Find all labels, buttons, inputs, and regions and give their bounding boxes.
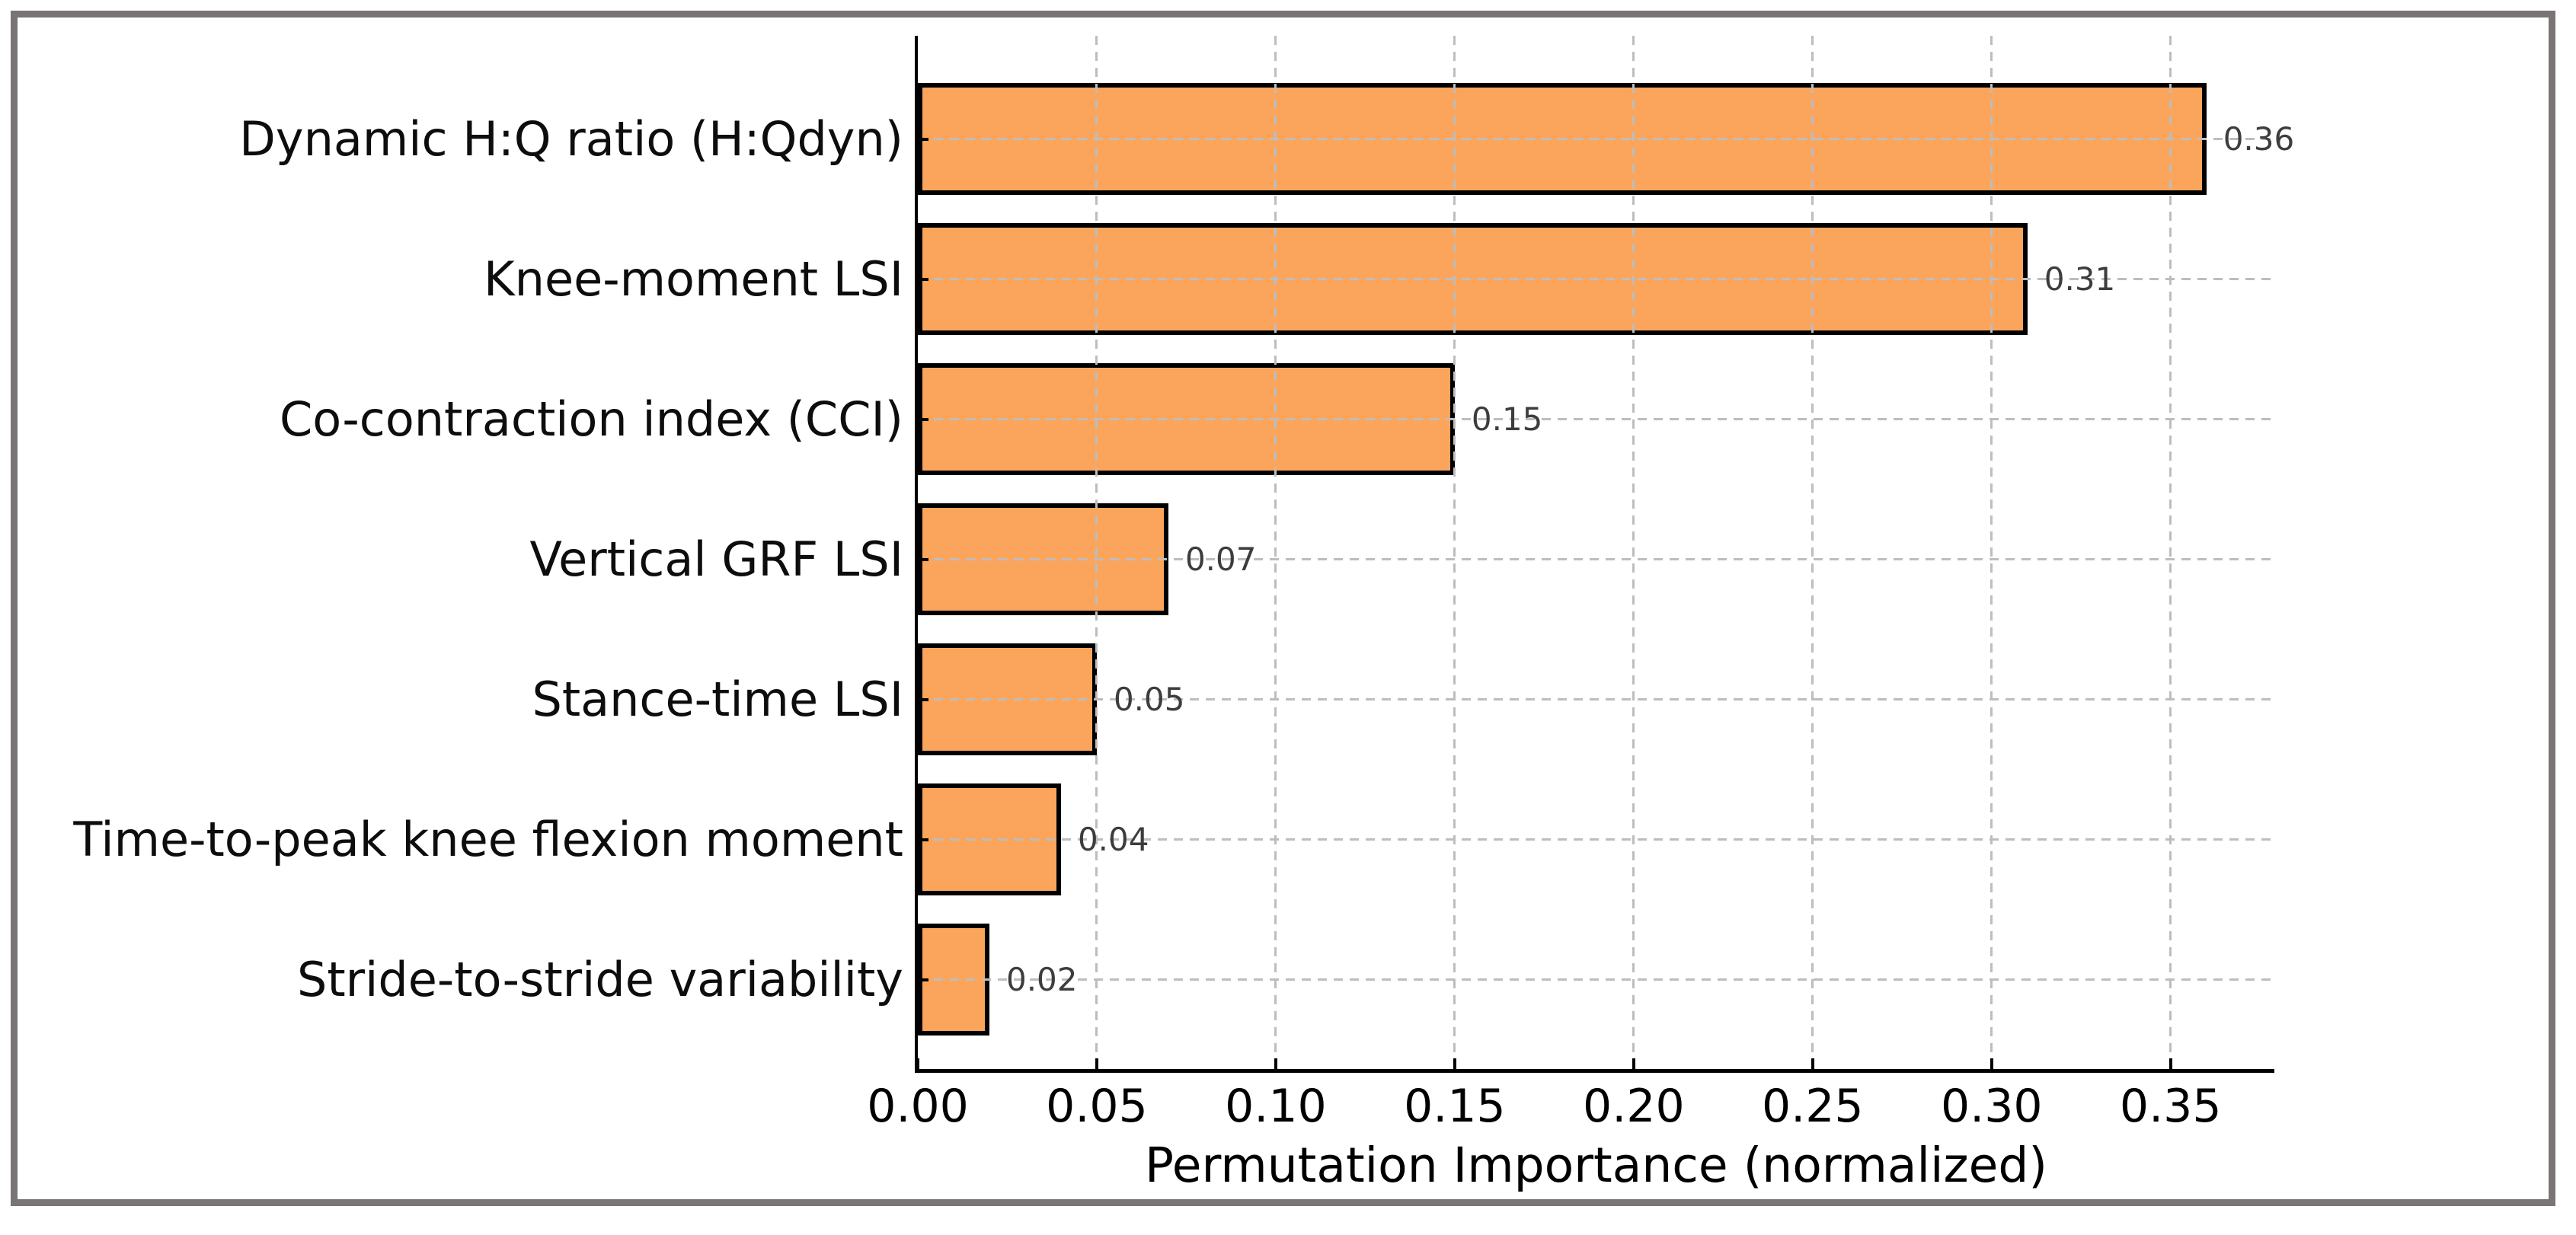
x-tick-mark: [1632, 1058, 1635, 1069]
y-tick-mark: [918, 697, 928, 701]
x-tick-mark: [1453, 1058, 1456, 1069]
x-tick-mark: [1990, 1058, 1993, 1069]
y-tick-mark: [918, 417, 928, 421]
x-axis-spine: [915, 1069, 2274, 1073]
vertical-gridline: [1811, 36, 1814, 1069]
x-tick-mark: [1095, 1058, 1098, 1069]
x-tick-label: 0.15: [1404, 1080, 1506, 1133]
x-tick-mark: [1811, 1058, 1814, 1069]
bar-value-label: 0.31: [2044, 260, 2116, 298]
figure-border: Dynamic H:Q ratio (H:Qdyn) Knee-moment LS…: [11, 11, 2555, 1206]
vertical-gridline: [1990, 36, 1993, 1069]
x-tick-label: 0.35: [2119, 1080, 2222, 1133]
plot-area: 0.36 0.31 0.15 0.07 0.05 0.04 0.02 0.00 0.05 0.1…: [867, 36, 2294, 1192]
y-tick-mark: [918, 838, 928, 841]
x-tick-label: 0.25: [1762, 1080, 1864, 1133]
x-tick-mark: [1274, 1058, 1277, 1069]
vertical-gridline: [2169, 36, 2172, 1069]
y-tick-label: Co-contraction index (CCI): [280, 391, 903, 447]
y-tick-mark: [918, 978, 928, 981]
x-tick-label: 0.10: [1225, 1080, 1327, 1133]
horizontal-gridline: [918, 278, 2274, 280]
y-tick-mark: [918, 557, 928, 561]
y-tick-label: Dynamic H:Q ratio (H:Qdyn): [239, 110, 903, 167]
y-tick-label: Knee-moment LSI: [484, 251, 903, 307]
y-axis-labels: Dynamic H:Q ratio (H:Qdyn) Knee-moment LS…: [18, 36, 903, 1069]
vertical-gridline: [1453, 36, 1456, 1069]
y-axis-spine: [915, 36, 918, 1073]
x-tick-label: 0.30: [1940, 1080, 2043, 1133]
y-tick-label: Stride-to-stride variability: [297, 951, 903, 1007]
y-tick-label: Vertical GRF LSI: [529, 531, 903, 587]
bar-value-label: 0.05: [1113, 680, 1185, 718]
horizontal-gridline: [918, 838, 2274, 841]
x-tick-label: 0.00: [867, 1080, 969, 1133]
y-tick-label: Time-to-peak knee flexion moment: [73, 811, 903, 867]
x-tick-mark: [2169, 1058, 2172, 1069]
y-tick-mark: [918, 137, 928, 141]
horizontal-gridline: [918, 138, 2274, 140]
bar-value-label: 0.02: [1005, 960, 1078, 998]
x-tick-label: 0.20: [1583, 1080, 1685, 1133]
vertical-gridline: [1632, 36, 1635, 1069]
bar-value-label: 0.07: [1184, 540, 1257, 578]
bar-value-label: 0.04: [1077, 820, 1149, 858]
bar-value-label: 0.36: [2223, 120, 2295, 158]
vertical-gridline: [1274, 36, 1277, 1069]
horizontal-gridline: [918, 558, 2274, 560]
x-tick-mark: [916, 1058, 919, 1069]
horizontal-gridline: [918, 698, 2274, 700]
y-tick-label: Stance-time LSI: [532, 671, 903, 727]
x-axis-title: Permutation Importance (normalized): [1145, 1138, 2047, 1193]
horizontal-gridline: [918, 978, 2274, 981]
y-tick-mark: [918, 277, 928, 281]
vertical-gridline: [1095, 36, 1098, 1069]
bar-value-label: 0.15: [1471, 400, 1543, 438]
x-tick-label: 0.05: [1046, 1080, 1148, 1133]
horizontal-gridline: [918, 418, 2274, 420]
